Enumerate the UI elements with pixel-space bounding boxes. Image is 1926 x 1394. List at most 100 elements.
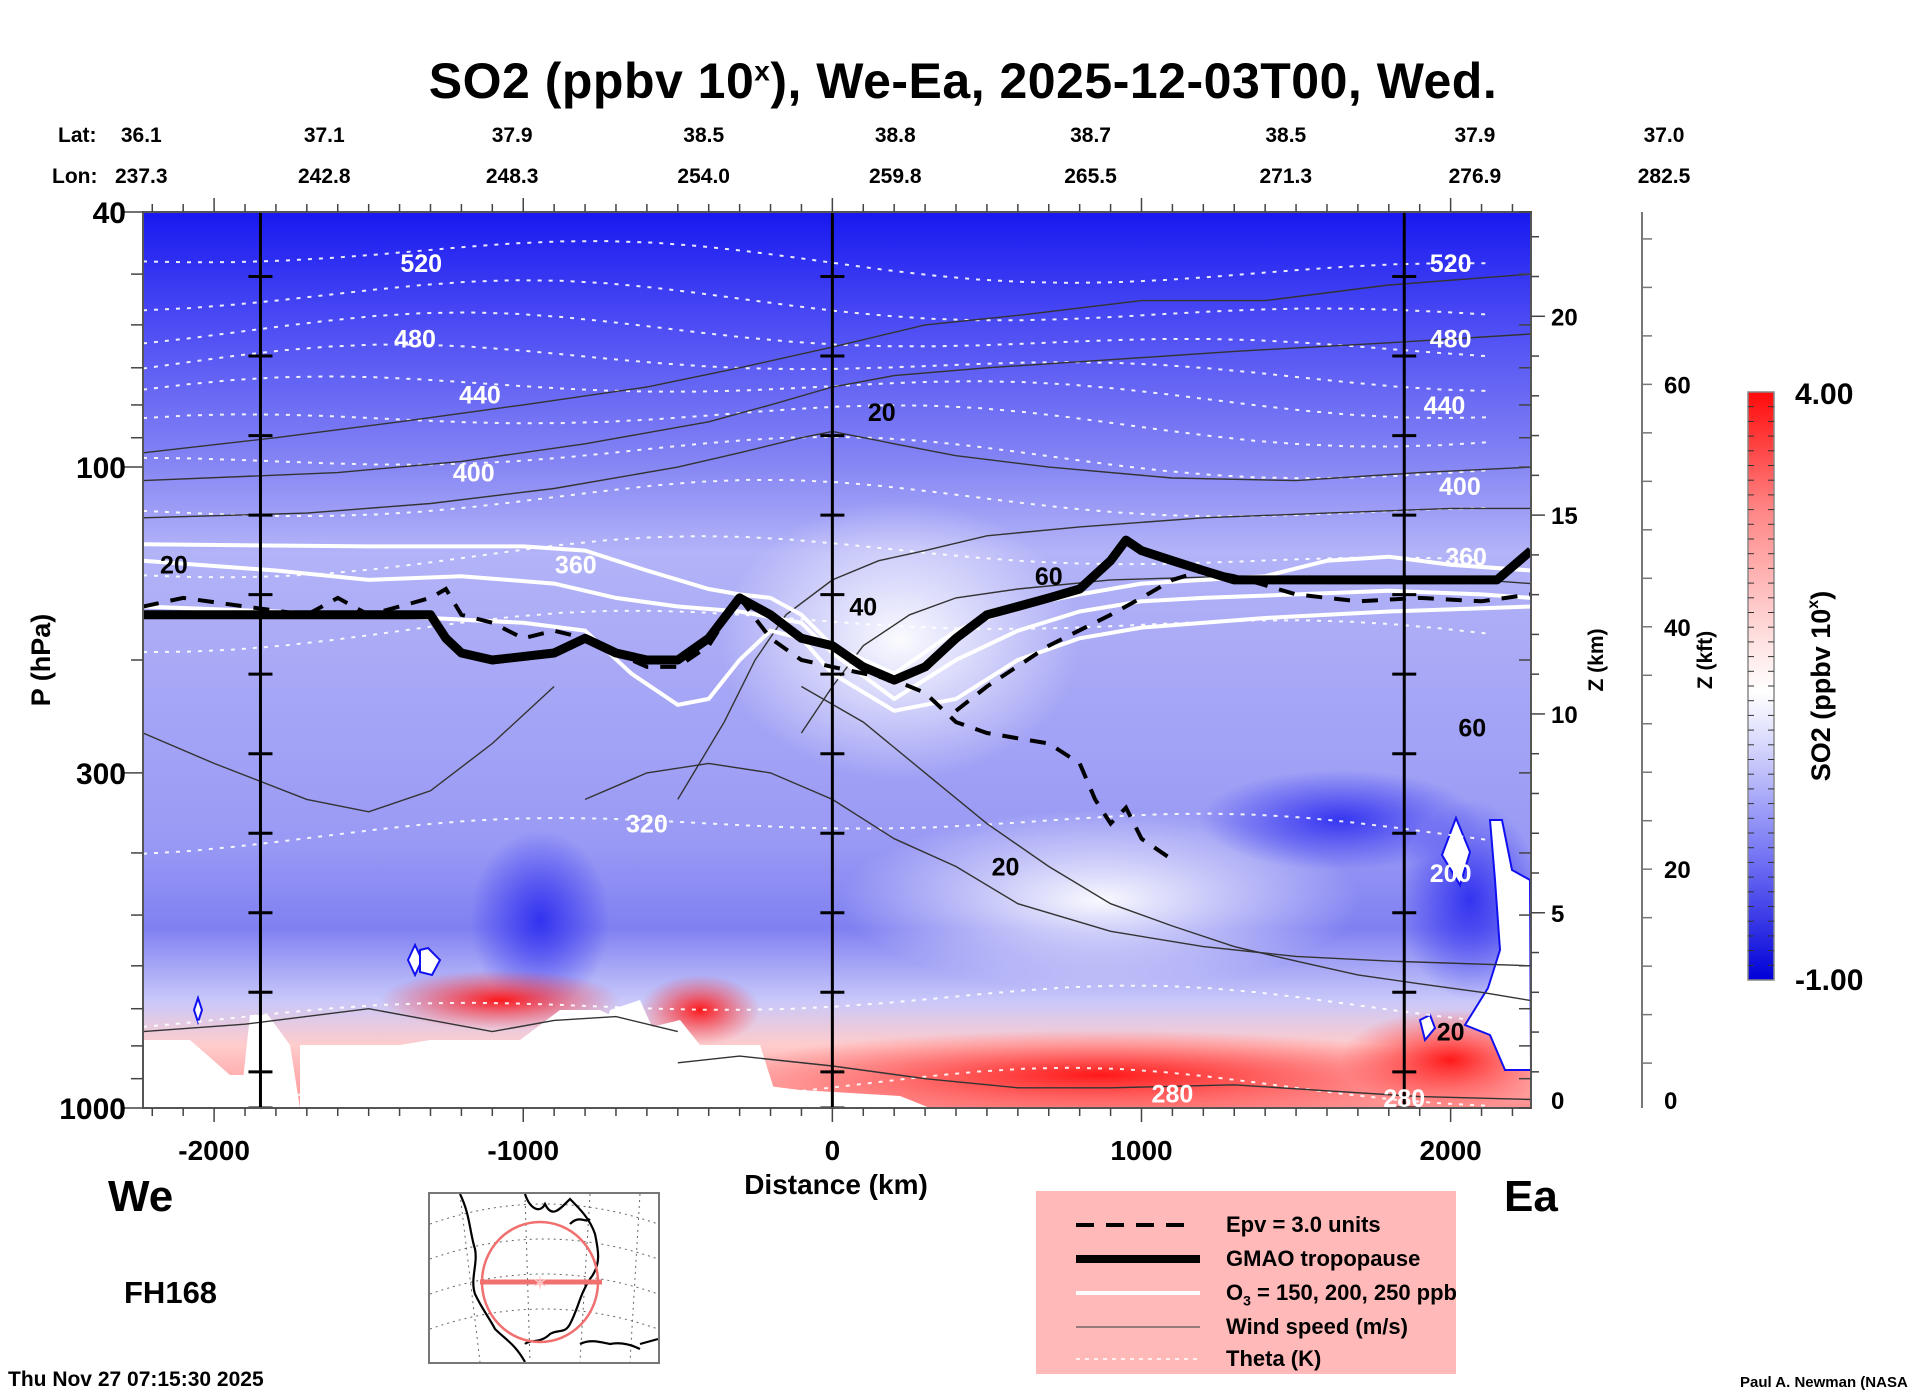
- colorbar-title-sup: x: [1805, 600, 1822, 609]
- y-axis-pressure: 40 100 300 1000: [59, 197, 1531, 1126]
- thick-line-icon: [1076, 1255, 1200, 1263]
- lat-value: 36.1: [120, 124, 162, 147]
- chart-title: SO2 (ppbv 10x), We-Ea, 2025-12-03T00, We…: [0, 52, 1926, 110]
- y-tick-label: 1000: [59, 1093, 126, 1126]
- theta-label: 400: [453, 460, 495, 488]
- z-km-tick-label: 10: [1551, 702, 1578, 729]
- terrain-mask: [240, 1015, 300, 1108]
- z-kft-tick-label: 0: [1664, 1088, 1677, 1115]
- terrain-mask: [640, 1045, 930, 1108]
- wind-speed-label: 20: [868, 399, 896, 427]
- inset-map-svg: ✶: [430, 1194, 658, 1362]
- plot-area: 520 480 440 400 360 320 280 280 520 480 440 400 360 2…: [143, 212, 1531, 1109]
- so2-low-gradient-region: [720, 500, 1080, 780]
- lat-value: 37.0: [1643, 124, 1685, 147]
- colorbar-title-main: SO2 (ppbv 10: [1806, 609, 1836, 782]
- theta-contour: [143, 812, 1488, 855]
- y-tick-label: 100: [76, 452, 126, 485]
- tropopause-line: [143, 535, 1531, 685]
- wind-speed-contour: [143, 1007, 678, 1033]
- theta-label: 520: [400, 250, 442, 278]
- lon-value: 237.3: [115, 165, 168, 188]
- forecast-hour: FH168: [124, 1275, 218, 1310]
- terrain-mask: [1418, 1013, 1437, 1043]
- theta-contour: [143, 375, 1488, 420]
- title-superscript: x: [754, 55, 771, 87]
- dashed-line-icon: [1076, 1223, 1196, 1227]
- title-text: SO2 (ppbv 10: [428, 53, 755, 109]
- theta-label: 360: [1445, 544, 1487, 572]
- theta-contours: [143, 240, 1488, 1107]
- wind-speed-label: 20: [1437, 1019, 1465, 1047]
- lat-value: 37.9: [1454, 124, 1496, 147]
- so2-negative-region: [1200, 770, 1480, 870]
- z-km-tick-label: 5: [1551, 901, 1564, 928]
- contour-labels: 520 480 440 400 360 320 280 280 520 480 440 400 360 2…: [160, 250, 1487, 1109]
- legend-label: GMAO tropopause: [1226, 1246, 1421, 1271]
- colorbar-max-label: 4.00: [1795, 378, 1853, 411]
- colorbar-min-label: -1.00: [1795, 964, 1863, 997]
- y-axis-z-kft: 0 20 40 60: [1641, 212, 1691, 1115]
- z-kft-tick-label: 20: [1664, 857, 1691, 884]
- x-tick-label: -2000: [178, 1135, 250, 1166]
- lat-value: 38.5: [683, 124, 725, 147]
- legend-item-wind: Wind speed (m/s): [1036, 1311, 1456, 1343]
- y-tick-label: 40: [93, 197, 126, 230]
- so2-positive-region: [1340, 1010, 1531, 1108]
- wind-speed-label: 60: [1035, 563, 1063, 591]
- theta-label: 480: [394, 325, 436, 353]
- wind-speed-contour: [801, 685, 1531, 1002]
- theta-contour: [143, 984, 1488, 1028]
- wind-speed-contour: [677, 1055, 1531, 1101]
- z-km-tick-label: 15: [1551, 503, 1578, 530]
- x-axis: -2000 -1000 0 1000 2000: [151, 198, 1514, 1166]
- theta-contour: [143, 240, 1488, 284]
- theta-contour: [143, 404, 1488, 448]
- z-kft-tick-label: 60: [1664, 372, 1691, 399]
- title-text-rest: ), We-Ea, 2025-12-03T00, Wed.: [770, 53, 1498, 109]
- lon-value: 265.5: [1064, 165, 1117, 188]
- wind-speed-label: 40: [849, 593, 877, 621]
- legend-label-sub: 3: [1243, 1292, 1251, 1309]
- colorbar-title: SO2 (ppbv 10x): [1805, 591, 1836, 781]
- legend-item-ozone: O3 = 150, 200, 250 ppb: [1036, 1277, 1457, 1309]
- legend-item-epv: Epv = 3.0 units: [1036, 1209, 1456, 1241]
- white-line-icon: [1076, 1291, 1200, 1295]
- x-axis-label: Distance (km): [744, 1169, 928, 1200]
- theta-label: 440: [1424, 392, 1466, 420]
- wind-speed-contour: [677, 507, 1531, 800]
- credit: Paul A. Newman (NASA: [1740, 1374, 1908, 1391]
- lon-value: 282.5: [1637, 165, 1691, 188]
- z-km-tick-label: 20: [1551, 304, 1578, 331]
- lon-value: 276.9: [1448, 165, 1502, 188]
- y-axis-z-km: 0 5 10 15 20: [1531, 236, 1578, 1115]
- z-kft-axis-label: Z (kft): [1694, 631, 1717, 689]
- wind-speed-contour: [143, 685, 555, 813]
- x-tick-label: -1000: [487, 1135, 559, 1166]
- theta-contour: [143, 535, 1488, 579]
- z-kft-tick-label: 40: [1664, 615, 1691, 642]
- thin-line-icon: [1076, 1326, 1200, 1328]
- lon-value: 271.3: [1259, 165, 1313, 188]
- theta-label: 480: [1430, 325, 1472, 353]
- map-coastlines: [459, 1194, 658, 1362]
- wind-speed-contour: [584, 762, 1531, 967]
- legend-item-tropopause: GMAO tropopause: [1036, 1243, 1456, 1275]
- x-tick-label: 1000: [1110, 1135, 1172, 1166]
- theta-label: 440: [459, 381, 501, 409]
- lon-label: Lon:: [52, 165, 98, 188]
- y-tick-label: 300: [76, 758, 126, 791]
- theta-label: 360: [555, 552, 597, 580]
- x-tick-label: 2000: [1419, 1135, 1481, 1166]
- theta-label: 280: [1152, 1081, 1194, 1109]
- terrain-mask: [192, 994, 204, 1026]
- lon-value: 254.0: [677, 165, 730, 188]
- legend: Epv = 3.0 units GMAO tropopause O3 = 150…: [1036, 1191, 1457, 1374]
- lat-value: 37.1: [303, 124, 345, 147]
- z-km-tick-label: 0: [1551, 1088, 1564, 1115]
- colorbar-title-rest: ): [1806, 591, 1836, 600]
- theta-contour: [143, 609, 1488, 654]
- dotted-line-icon: [1076, 1358, 1200, 1360]
- theta-contour: [143, 1066, 1488, 1107]
